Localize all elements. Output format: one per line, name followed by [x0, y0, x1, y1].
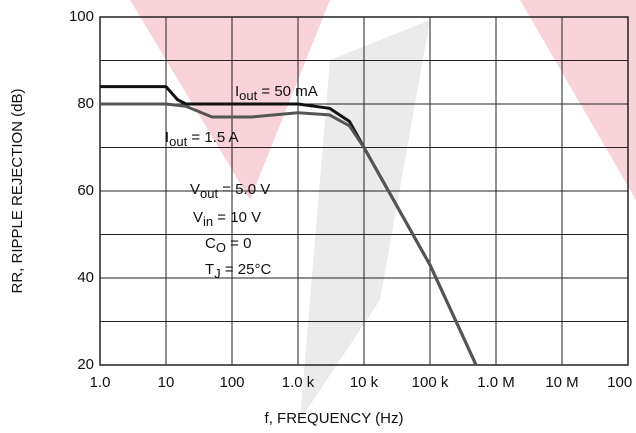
annotation-sub: out [239, 88, 257, 103]
y-tick-label: 20 [77, 356, 94, 373]
annotation-sub: in [203, 214, 213, 229]
annotation-rest: = 50 mA [257, 83, 317, 100]
x-tick-label: 10 M [545, 374, 578, 391]
annotation-main: T [205, 261, 214, 278]
y-tick-label: 60 [77, 182, 94, 199]
y-axis-label: RR, RIPPLE REJECTION (dB) [9, 88, 26, 293]
x-tick-label: 1.0 M [477, 374, 515, 391]
annotation-rest: = 5.0 V [218, 181, 270, 198]
annotation-rest: = 1.5 A [187, 129, 238, 146]
watermark [300, 20, 430, 420]
annotation: Vin = 10 V [193, 209, 261, 229]
line-series [100, 102, 478, 366]
y-tick-label: 100 [69, 8, 94, 25]
line-series [100, 85, 478, 366]
annotation-main: I [235, 83, 239, 100]
annotation-sub: O [216, 240, 226, 255]
plot-frame [99, 16, 629, 366]
annotation: Iout = 1.5 A [165, 129, 239, 149]
annotation-rest: = 0 [226, 235, 251, 252]
annotation: TJ = 25°C [205, 261, 271, 281]
x-axis-label: f, FREQUENCY (Hz) [265, 410, 404, 427]
x-tick-label: 100 k [412, 374, 449, 391]
annotation: Iout = 50 mA [235, 83, 318, 103]
annotation-main: V [190, 181, 200, 198]
x-tick-label: 10 k [350, 374, 379, 391]
annotation-sub: J [214, 266, 221, 281]
x-tick-label: 100 [219, 374, 244, 391]
annotation-rest: = 10 V [213, 209, 261, 226]
watermark [520, 0, 636, 200]
x-tick-label: 1.0 k [282, 374, 315, 391]
y-tick-label: 80 [77, 95, 94, 112]
watermark [130, 0, 330, 200]
annotation-main: I [165, 129, 169, 146]
annotation-rest: = 25°C [221, 261, 272, 278]
annotation-main: V [193, 209, 203, 226]
x-tick-label: 10 [158, 374, 175, 391]
annotation-sub: out [200, 186, 218, 201]
annotation: Vout = 5.0 V [190, 181, 270, 201]
annotation-main: C [205, 235, 216, 252]
annotation: CO = 0 [205, 235, 251, 255]
x-tick-label: 1.0 [90, 374, 111, 391]
annotation-sub: out [169, 134, 187, 149]
x-tick-label: 100 M [607, 374, 636, 391]
y-tick-label: 40 [77, 269, 94, 286]
